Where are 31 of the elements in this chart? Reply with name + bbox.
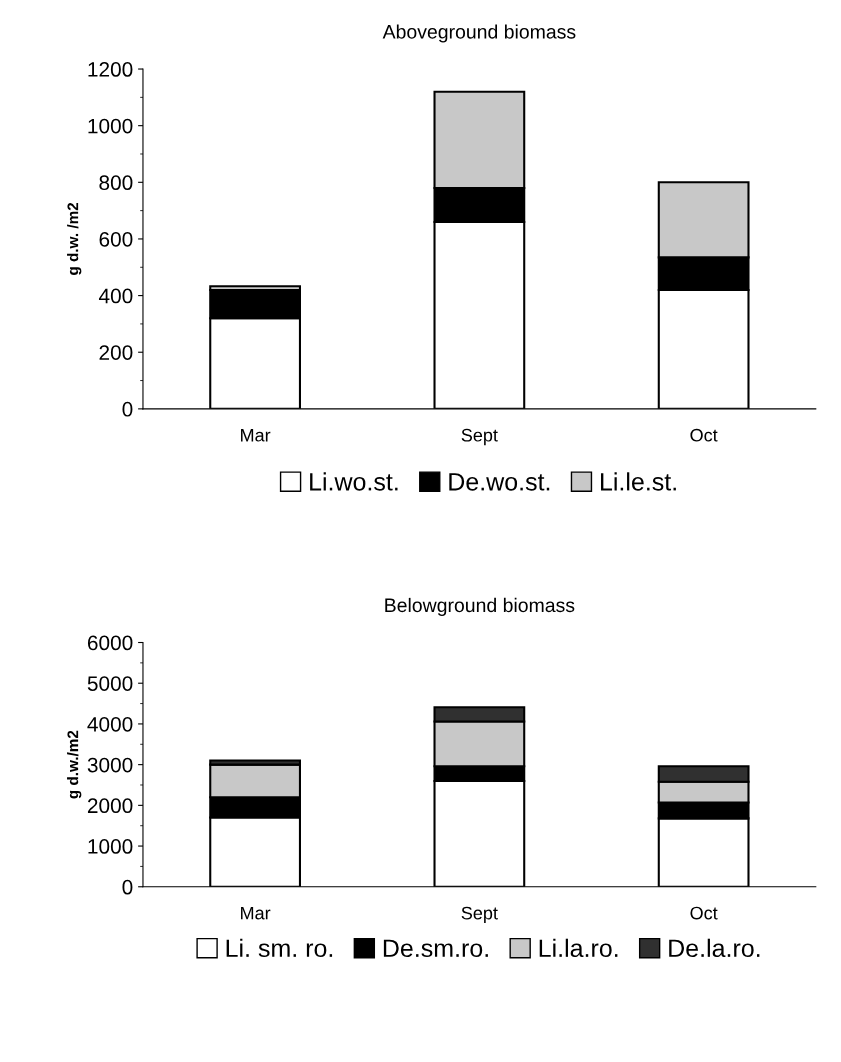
y-tick-label: 5000 (87, 676, 133, 691)
legend-label: De.wo.st. (449, 473, 550, 491)
y-axis-title: g d.w./m2 (67, 730, 82, 799)
x-tick-label: Mar (241, 428, 271, 442)
y-tick-label: 3000 (87, 757, 133, 773)
x-tick-label: Sept (461, 428, 498, 446)
x-tick-label: Oct (690, 906, 718, 920)
y-tick-label: 0 (122, 401, 133, 417)
legend-label: Li.la.ro. (539, 938, 618, 958)
x-tick-label: Mar (241, 906, 271, 920)
y-axis-title: g d.w. /m2 (67, 202, 82, 275)
y-tick-label: 1200 (88, 62, 133, 77)
y-tick-label: 200 (99, 345, 133, 360)
x-tick-label: Sept (461, 906, 498, 924)
y-tick-label: 400 (98, 288, 133, 304)
chart-title: Aboveground biomass (382, 24, 576, 43)
legend-label: Li. sm. ro. (226, 938, 333, 958)
y-tick-label: 1000 (88, 839, 133, 854)
legend-label: De.sm.ro. (383, 939, 488, 958)
y-tick-label: 4000 (87, 716, 133, 732)
y-tick-label: 2000 (87, 798, 133, 814)
x-tick-label: Oct (690, 428, 718, 442)
chart-title: Belowground biomass (385, 597, 575, 616)
y-tick-label: 800 (99, 175, 133, 191)
legend-label: Li.wo.st. (310, 472, 398, 491)
y-tick-label: 1000 (88, 118, 133, 134)
y-tick-label: 6000 (87, 635, 133, 651)
legend-label: Li.le.st. (601, 472, 676, 491)
legend-label: De.la.ro. (669, 938, 760, 958)
y-tick-label: 600 (99, 231, 133, 247)
y-tick-label: 0 (122, 879, 133, 895)
